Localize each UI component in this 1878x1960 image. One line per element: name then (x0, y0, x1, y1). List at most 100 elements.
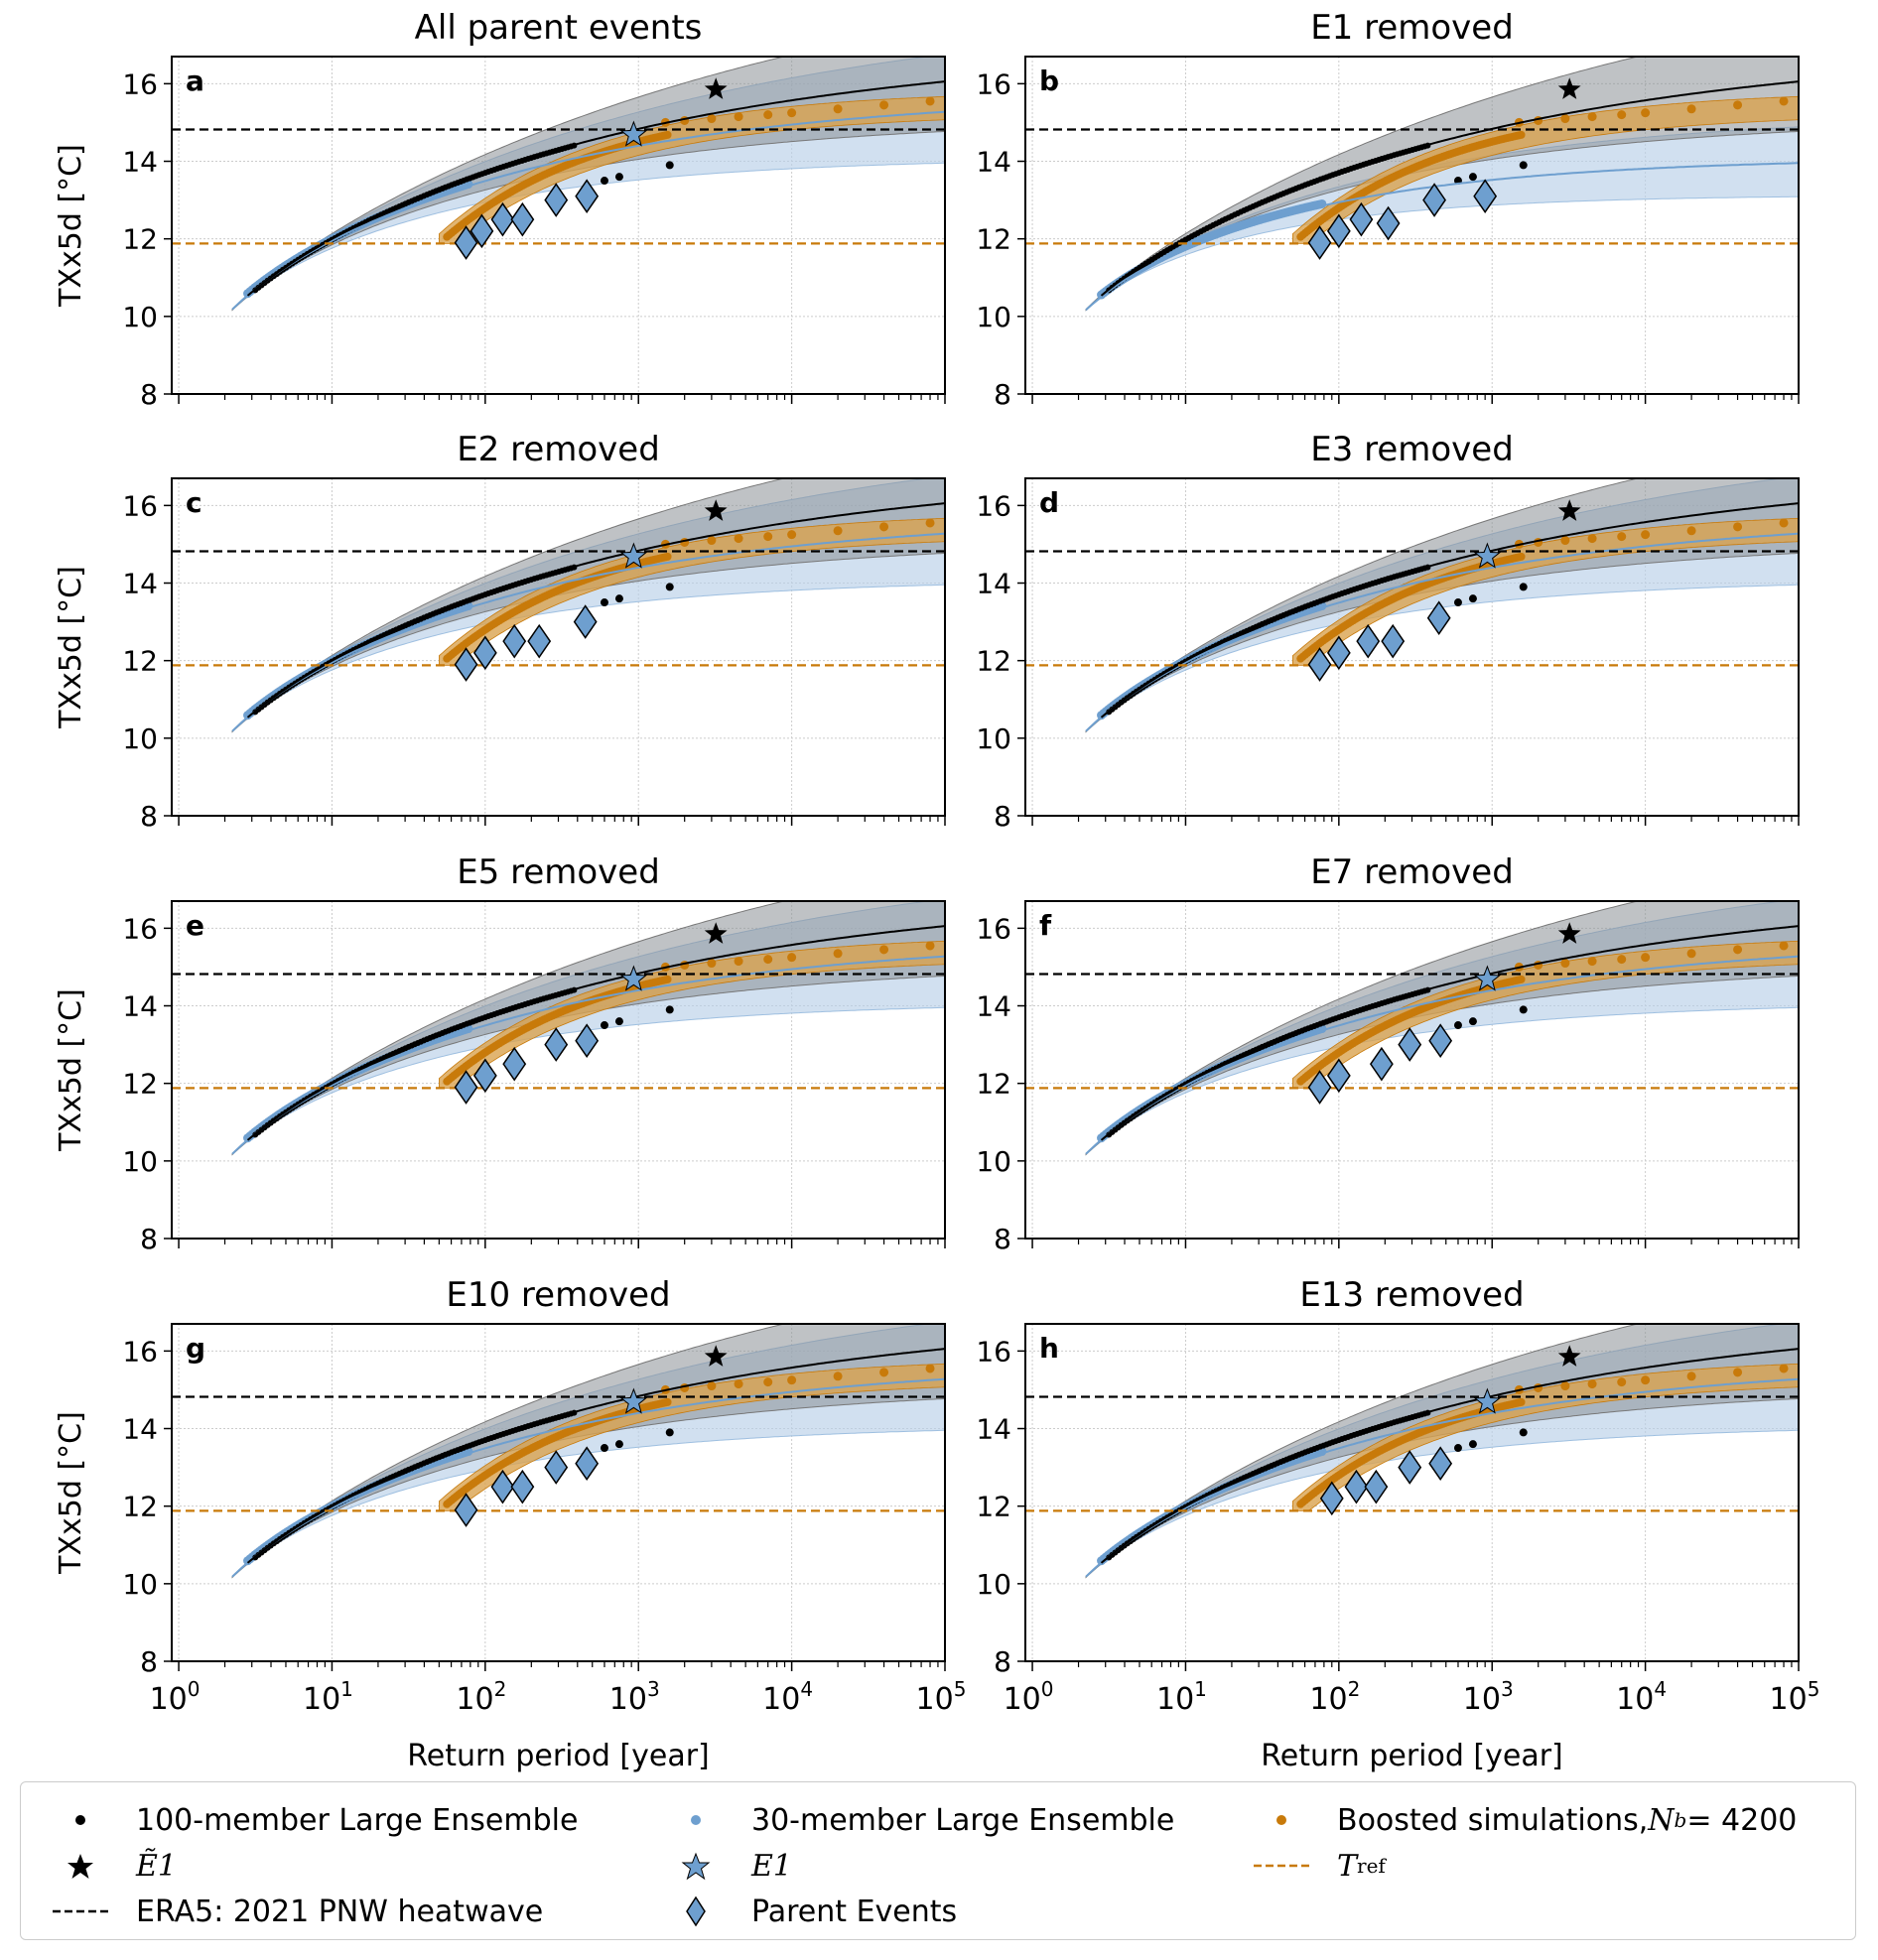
plot-area (1025, 901, 1799, 1239)
y-tick-label: 14 (122, 146, 158, 179)
parent-event-diamond (510, 201, 535, 237)
point-100-member (614, 1440, 623, 1449)
point-boosted (1686, 526, 1696, 536)
x-axis-label: Return period [year] (407, 1739, 710, 1773)
point-100-member (665, 583, 674, 591)
y-tick-label: 14 (976, 146, 1011, 179)
point-100-member (1468, 1017, 1477, 1026)
y-tick-label: 16 (976, 489, 1011, 522)
parent-event-diamond (575, 179, 600, 214)
parent-event-diamond (502, 1046, 527, 1082)
point-boosted (734, 957, 743, 967)
x-tick-exponent: 0 (1041, 1677, 1054, 1701)
fit-line-100-member (1100, 1348, 1799, 1564)
y-tick-label: 16 (976, 67, 1011, 100)
fit-line-100-member (1100, 502, 1799, 719)
point-100-member (1453, 1444, 1462, 1453)
point-boosted (1779, 518, 1789, 528)
x-tick-label: 103 (1463, 1677, 1514, 1717)
fit-line-100-member (1100, 925, 1799, 1141)
y-tick-label: 10 (122, 301, 158, 333)
panel-title: E7 removed (1310, 852, 1514, 892)
x-tick-label: 102 (456, 1677, 506, 1717)
parent-event-diamond (454, 1070, 478, 1105)
y-tick-label: 10 (122, 1568, 158, 1601)
point-100-member (600, 1444, 608, 1453)
legend-label: Boosted simulations, (1337, 1802, 1649, 1838)
y-tick-label: 10 (122, 722, 158, 755)
point-100-member (1519, 583, 1528, 591)
fit-line-30-member (1085, 1377, 1799, 1578)
parent-event-diamond (1428, 1446, 1453, 1482)
point-boosted (663, 975, 672, 983)
point-boosted (1779, 941, 1789, 951)
panel-title: E5 removed (457, 852, 660, 892)
y-tick-label: 8 (140, 378, 158, 411)
e1-tilde-star (704, 77, 728, 99)
y-tick-label: 16 (122, 912, 158, 945)
parent-event-diamond (575, 1446, 600, 1482)
legend-math: E1 (751, 1848, 792, 1884)
point-100-member (1519, 1428, 1528, 1437)
parent-event-diamond (1307, 647, 1332, 682)
parent-event-diamond (544, 1450, 569, 1485)
legend-label: Parent Events (751, 1894, 958, 1929)
x-tick-label: 101 (303, 1677, 353, 1717)
point-boosted (833, 104, 843, 114)
y-tick-label: 10 (976, 1568, 1011, 1601)
x-tick-exponent: 2 (494, 1677, 507, 1701)
panel-letter: c (186, 486, 202, 519)
fit-line-30-member (231, 532, 945, 732)
point-boosted (879, 945, 889, 955)
panel-title: E1 removed (1310, 8, 1514, 48)
legend-label: 30-member Large Ensemble (751, 1802, 1175, 1838)
e1-tilde-star (704, 922, 728, 944)
point-boosted (1733, 945, 1743, 955)
point-boosted (1779, 1364, 1789, 1373)
point-100-member (1468, 594, 1477, 603)
point-boosted (1779, 96, 1789, 106)
e1-star (619, 542, 648, 569)
e1-star (619, 965, 648, 991)
legend-item-e1-tilde: Ẽ1 (51, 1846, 177, 1886)
point-100-member (1453, 1021, 1462, 1030)
y-tick-label: 8 (140, 800, 158, 833)
point-boosted (734, 112, 743, 122)
point-boosted (1560, 959, 1570, 969)
point-boosted (1686, 1372, 1696, 1381)
point-boosted (1733, 1368, 1743, 1377)
parent-event-diamond (527, 623, 552, 659)
black-dashed-line-icon (51, 1892, 110, 1931)
parent-event-diamond (1344, 1469, 1369, 1504)
point-boosted (763, 110, 773, 120)
legend-label: ERA5: 2021 PNW heatwave (136, 1894, 544, 1929)
point-boosted (1587, 1379, 1597, 1389)
parent-event-diamond (470, 213, 494, 249)
parent-event-diamond (1326, 213, 1351, 249)
x-tick-exponent: 3 (1501, 1677, 1514, 1701)
point-boosted (879, 522, 889, 532)
point-boosted (707, 114, 717, 124)
legend-item-e1: E1 (666, 1846, 792, 1886)
parent-event-diamond (1307, 225, 1332, 260)
point-boosted (1733, 100, 1743, 110)
parent-event-diamond (490, 1469, 515, 1504)
point-boosted (1560, 536, 1570, 546)
panel-e: 8 10 12 14 16 TXx5d [°C] E5 removed e (54, 852, 946, 1255)
point-100-member (1519, 161, 1528, 170)
fit-line-30-member (1085, 532, 1799, 732)
y-tick-label: 12 (122, 1491, 158, 1523)
point-100-member (1468, 1440, 1477, 1449)
point-boosted (925, 941, 935, 951)
point-boosted (1560, 114, 1570, 124)
fit-line-30-member (231, 955, 945, 1155)
y-tick-label: 12 (976, 1491, 1011, 1523)
point-100-member (614, 1017, 623, 1026)
point-boosted (734, 534, 743, 544)
x-tick-exponent: 4 (1654, 1677, 1667, 1701)
parent-event-diamond (1381, 623, 1406, 659)
fit-line-30-member (1085, 955, 1799, 1155)
point-100-member (614, 173, 623, 182)
e1-tilde-star (704, 1345, 728, 1367)
